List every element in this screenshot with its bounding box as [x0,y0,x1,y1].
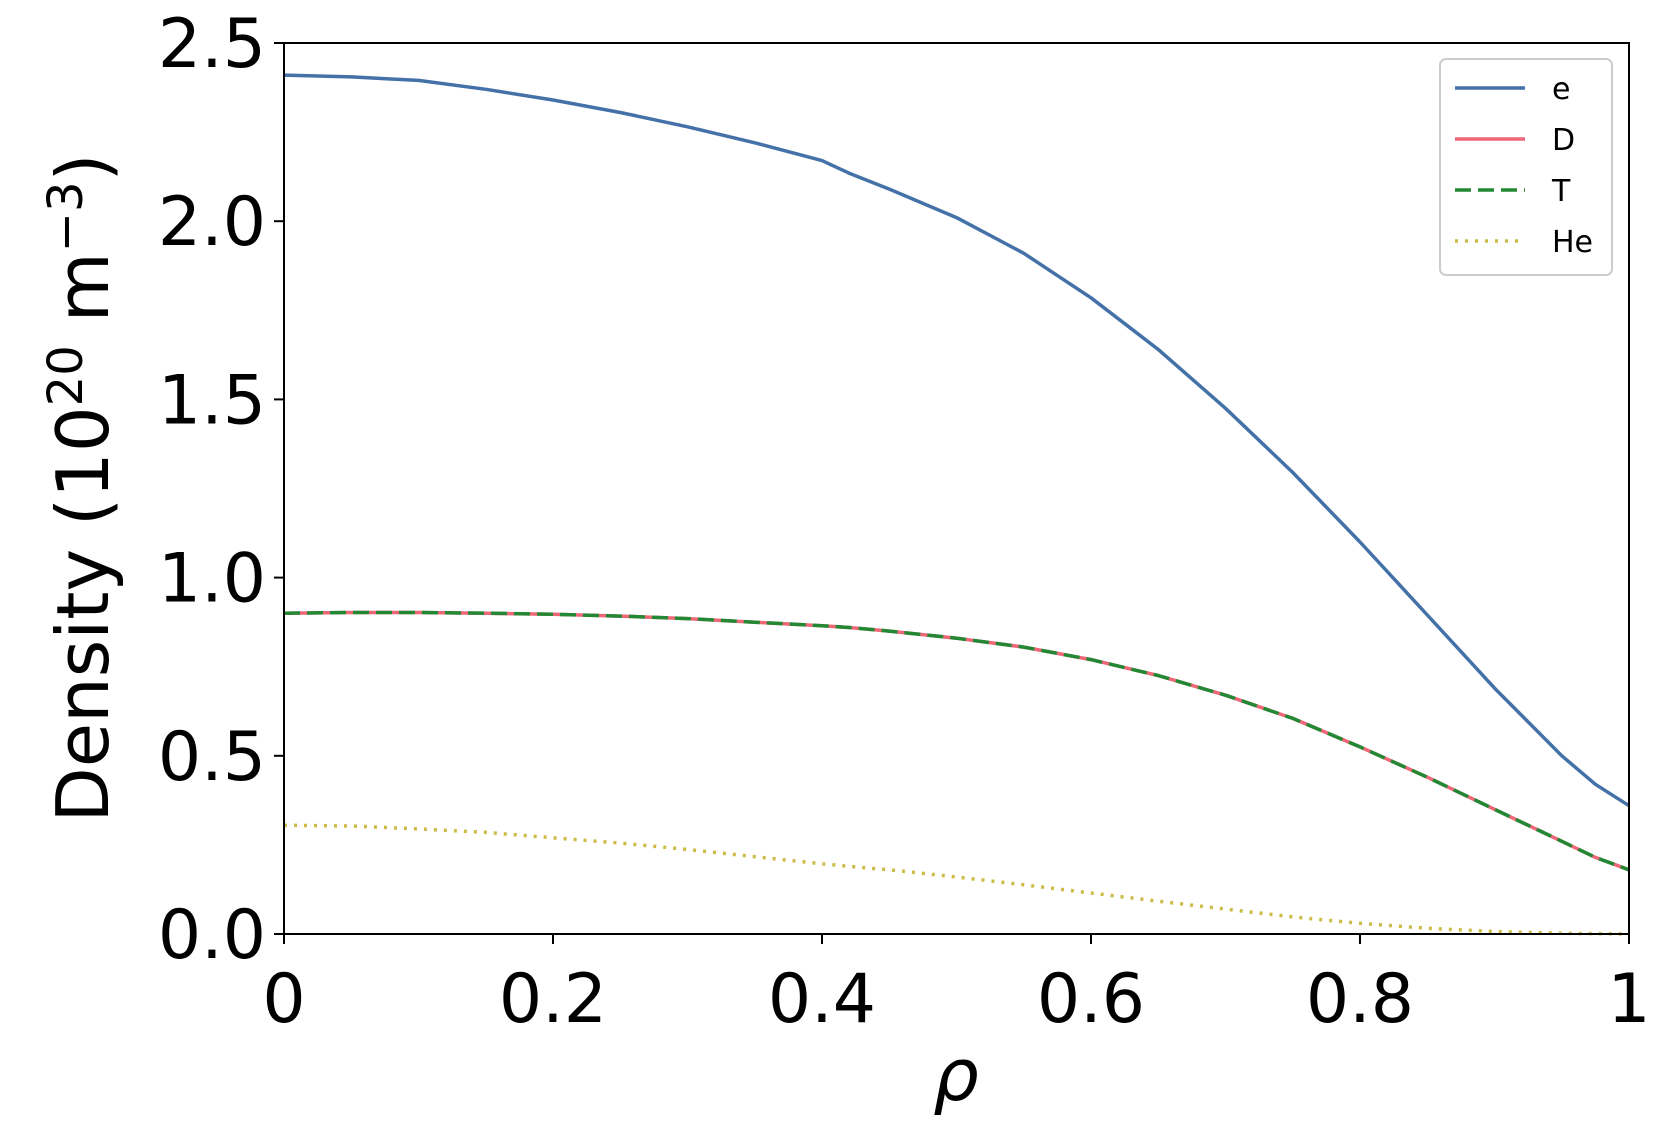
y-tick-label: 1.0 [158,540,266,619]
axes: 0 0.2 0.4 0.6 0.8 1 0.0 0.5 1.0 1.5 2.0 2.5 [158,5,1651,1039]
legend-label-he: He [1552,225,1593,260]
plot-frame [283,42,1630,935]
y-tick-label: 0.5 [158,718,266,797]
series-line-t [283,610,1630,872]
x-tick-label: 0.6 [1037,960,1145,1039]
y-tick-label: 0.0 [158,896,266,975]
y-tick-label: 2.5 [158,5,266,84]
x-tick-label: 0.8 [1306,960,1414,1039]
series-lines [283,73,1630,936]
x-tick-label: 0 [262,960,305,1039]
legend-frame [1439,58,1613,276]
x-axis-title: ρ [933,1033,979,1117]
x-tick-label: 1 [1607,960,1650,1039]
y-tick-label: 1.5 [158,361,266,440]
y-tick-label: 2.0 [158,183,266,262]
legend-label-d: D [1552,123,1575,158]
series-line-e [283,73,1630,808]
x-tick-label: 0.4 [768,960,876,1039]
legend: eDT He [1439,58,1613,276]
legend-label-t: T [1551,174,1571,209]
series-line-he [283,823,1630,936]
x-tick-label: 0.2 [499,960,607,1039]
legend-label-e: e [1552,72,1570,107]
y-axis-title: Density (1020 m−3) [38,153,125,822]
